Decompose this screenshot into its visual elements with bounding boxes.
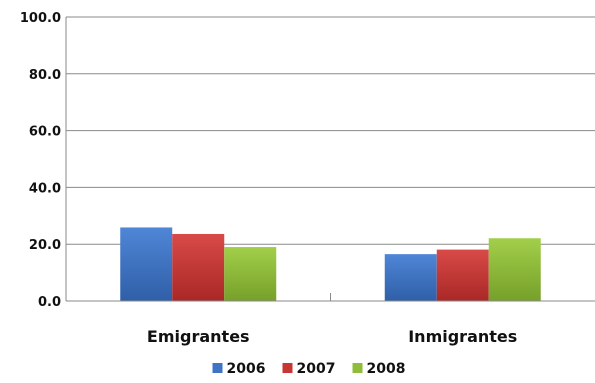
bars xyxy=(120,227,541,301)
legend: 2006 2007 2008 xyxy=(212,361,406,377)
y-tick-label: 40.0 xyxy=(29,181,61,196)
bar-2007-inmigrantes xyxy=(436,249,489,301)
category-label: Inmigrantes xyxy=(408,327,517,346)
y-tick-label: 20.0 xyxy=(29,238,61,253)
axes xyxy=(65,17,595,302)
bar-2006-emigrantes xyxy=(120,227,173,301)
y-tick-label: 100.0 xyxy=(20,11,61,26)
bar-2006-inmigrantes xyxy=(384,254,437,301)
y-tick-label: 80.0 xyxy=(29,68,61,83)
x-axis-category-labels: Emigrantes Inmigrantes xyxy=(147,327,517,346)
gridlines xyxy=(66,16,595,245)
legend-swatch-2008 xyxy=(352,363,363,373)
y-tick-label: 60.0 xyxy=(29,125,61,140)
legend-label-2006: 2006 xyxy=(227,361,266,377)
bar-2008-emigrantes xyxy=(224,247,277,301)
category-label: Emigrantes xyxy=(147,327,250,346)
legend-swatch-2007 xyxy=(282,363,293,373)
bar-2007-emigrantes xyxy=(172,233,225,301)
legend-label-2008: 2008 xyxy=(367,361,406,377)
legend-label-2007: 2007 xyxy=(297,361,336,377)
y-tick-label: 0.0 xyxy=(38,295,61,310)
y-axis-tick-labels: 0.0 20.0 40.0 60.0 80.0 100.0 xyxy=(20,11,61,310)
bar-2008-inmigrantes xyxy=(488,238,541,301)
legend-swatch-2006 xyxy=(212,363,223,373)
